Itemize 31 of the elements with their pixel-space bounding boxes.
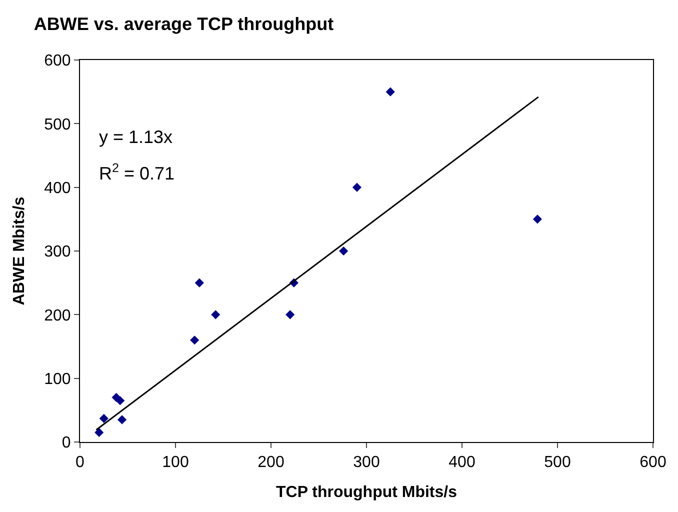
x-tick-label: 300 xyxy=(353,454,380,472)
chart-title: ABWE vs. average TCP throughput xyxy=(34,14,334,34)
y-tick-label: 0 xyxy=(62,434,71,452)
x-tick-label: 400 xyxy=(448,454,476,472)
point xyxy=(352,182,362,192)
annotation: R$^{2}$ = 0.71 xyxy=(99,161,175,184)
y-tick-label: 400 xyxy=(44,180,71,197)
y-tick-label: 600 xyxy=(44,52,71,70)
point xyxy=(211,310,220,320)
x-tick-label: 600 xyxy=(640,454,666,472)
point xyxy=(386,87,395,96)
point xyxy=(194,278,204,288)
x-tick-label: 100 xyxy=(162,454,189,472)
y-tick-label: 500 xyxy=(44,116,71,134)
point xyxy=(286,310,295,320)
point xyxy=(532,214,542,224)
y-tick-label: 100 xyxy=(44,370,71,388)
y-tick-label: 300 xyxy=(44,244,71,261)
annotation: y = 1.13x xyxy=(99,127,173,147)
point xyxy=(94,428,104,437)
y-tick-label: 200 xyxy=(44,307,71,324)
point xyxy=(339,246,348,256)
x-tick-label: 200 xyxy=(258,454,284,472)
x-tick-label: 500 xyxy=(544,454,571,472)
point xyxy=(116,396,125,406)
y-axis-title: ABWE Mbits/s xyxy=(10,196,28,306)
x-tick-label: 0 xyxy=(76,454,85,472)
x-axis-title: TCP throughput Mbits/s xyxy=(276,484,458,501)
point xyxy=(190,336,200,345)
point xyxy=(117,415,127,424)
point xyxy=(99,414,108,423)
